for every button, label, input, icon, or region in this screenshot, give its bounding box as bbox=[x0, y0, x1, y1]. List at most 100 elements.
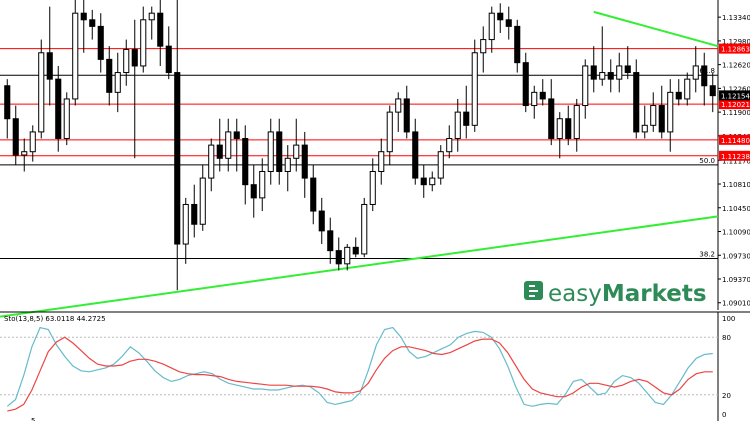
candle-body bbox=[46, 52, 53, 80]
candle bbox=[369, 158, 376, 212]
price-badge-text: 1.12863 bbox=[721, 46, 750, 54]
candle bbox=[624, 46, 631, 80]
candle-body bbox=[140, 19, 147, 67]
candle bbox=[97, 13, 104, 73]
candle bbox=[386, 105, 393, 165]
y-tick-label: 1.10810 bbox=[722, 181, 750, 189]
candle-body bbox=[284, 157, 291, 172]
candle bbox=[157, 0, 164, 66]
last-price-text: 1.12154 bbox=[721, 92, 750, 100]
candle-body bbox=[89, 19, 96, 27]
candle bbox=[395, 92, 402, 132]
candle-body bbox=[182, 203, 189, 245]
candle-body bbox=[709, 85, 716, 97]
price-badge-text: 1.11480 bbox=[721, 137, 750, 145]
candle bbox=[539, 79, 546, 106]
candle-body bbox=[412, 131, 419, 179]
candle-body bbox=[310, 177, 317, 212]
candle bbox=[488, 6, 495, 53]
candle bbox=[480, 26, 487, 73]
y-tick-label: 1.12620 bbox=[722, 62, 750, 70]
candle-body bbox=[701, 65, 708, 87]
candle-body bbox=[378, 151, 385, 172]
candle bbox=[182, 197, 189, 264]
candle bbox=[301, 131, 308, 198]
y-tick-label: 1.10450 bbox=[722, 205, 750, 213]
candle-body bbox=[675, 91, 682, 100]
candle-body bbox=[38, 52, 45, 133]
candle-body bbox=[259, 170, 266, 199]
candle-body bbox=[437, 151, 444, 179]
y-tick-label: 1.13340 bbox=[722, 14, 750, 22]
candle bbox=[165, 26, 172, 80]
candle bbox=[709, 72, 716, 113]
candle bbox=[420, 164, 427, 198]
candle-body bbox=[633, 72, 640, 133]
candle-body bbox=[225, 131, 232, 159]
sto-tick-label: 80 bbox=[722, 334, 731, 342]
easymarkets-watermark: easyMarkets bbox=[524, 281, 707, 307]
candle bbox=[667, 79, 674, 152]
price-badge bbox=[719, 134, 750, 145]
candle bbox=[4, 79, 11, 139]
candle bbox=[12, 105, 19, 165]
candle bbox=[131, 19, 138, 159]
candle bbox=[463, 85, 470, 139]
candle-body bbox=[29, 131, 36, 153]
candle bbox=[267, 118, 274, 185]
candle bbox=[684, 72, 691, 106]
candle bbox=[63, 92, 70, 146]
candle-body bbox=[233, 131, 240, 140]
y-tick-label: 1.11900 bbox=[722, 109, 750, 117]
candle-body bbox=[590, 65, 597, 80]
candle bbox=[650, 92, 657, 132]
candle bbox=[633, 59, 640, 139]
candle-body bbox=[267, 131, 274, 172]
candle bbox=[616, 52, 623, 93]
candle-body bbox=[344, 246, 351, 265]
fib-label: 50.0 bbox=[699, 157, 715, 165]
candle-body bbox=[565, 118, 572, 140]
candle-body bbox=[369, 170, 376, 205]
candle bbox=[199, 164, 206, 231]
price-badge-text: 1.12021 bbox=[721, 101, 750, 109]
candle-body bbox=[480, 39, 487, 54]
candle-body bbox=[531, 91, 538, 107]
candle-body bbox=[667, 91, 674, 133]
candle-body bbox=[114, 72, 121, 93]
candle-body bbox=[72, 12, 79, 100]
candle-body bbox=[684, 78, 691, 100]
y-tick-label: 1.10090 bbox=[722, 229, 750, 237]
candle bbox=[641, 105, 648, 139]
candle-body bbox=[131, 48, 138, 67]
candle-body bbox=[21, 151, 28, 156]
last-price-badge bbox=[719, 90, 750, 101]
bottom-label: 5 bbox=[31, 417, 35, 421]
watermark-markets: Markets bbox=[602, 281, 707, 307]
candle bbox=[429, 171, 436, 192]
candle bbox=[46, 6, 53, 106]
candle bbox=[582, 59, 589, 119]
candle bbox=[55, 65, 62, 152]
candle bbox=[114, 52, 121, 113]
y-tick-label: 1.12980 bbox=[722, 38, 750, 46]
candle bbox=[106, 46, 113, 106]
candle bbox=[259, 158, 266, 212]
candle bbox=[327, 217, 334, 264]
y-tick-label: 1.11170 bbox=[722, 157, 750, 165]
candle bbox=[599, 26, 606, 86]
candle-body bbox=[471, 52, 478, 126]
candle bbox=[318, 197, 325, 245]
candle-body bbox=[80, 12, 87, 21]
candle bbox=[556, 112, 563, 159]
y-tick-label: 1.12260 bbox=[722, 85, 750, 93]
candle bbox=[701, 52, 708, 106]
candle bbox=[514, 19, 521, 73]
candle-body bbox=[616, 65, 623, 80]
candle bbox=[692, 46, 699, 93]
stochastic-panel: 100 80 20 0 bbox=[0, 312, 735, 421]
candle-body bbox=[522, 62, 529, 107]
candle bbox=[607, 59, 614, 93]
candle-body bbox=[548, 98, 555, 140]
